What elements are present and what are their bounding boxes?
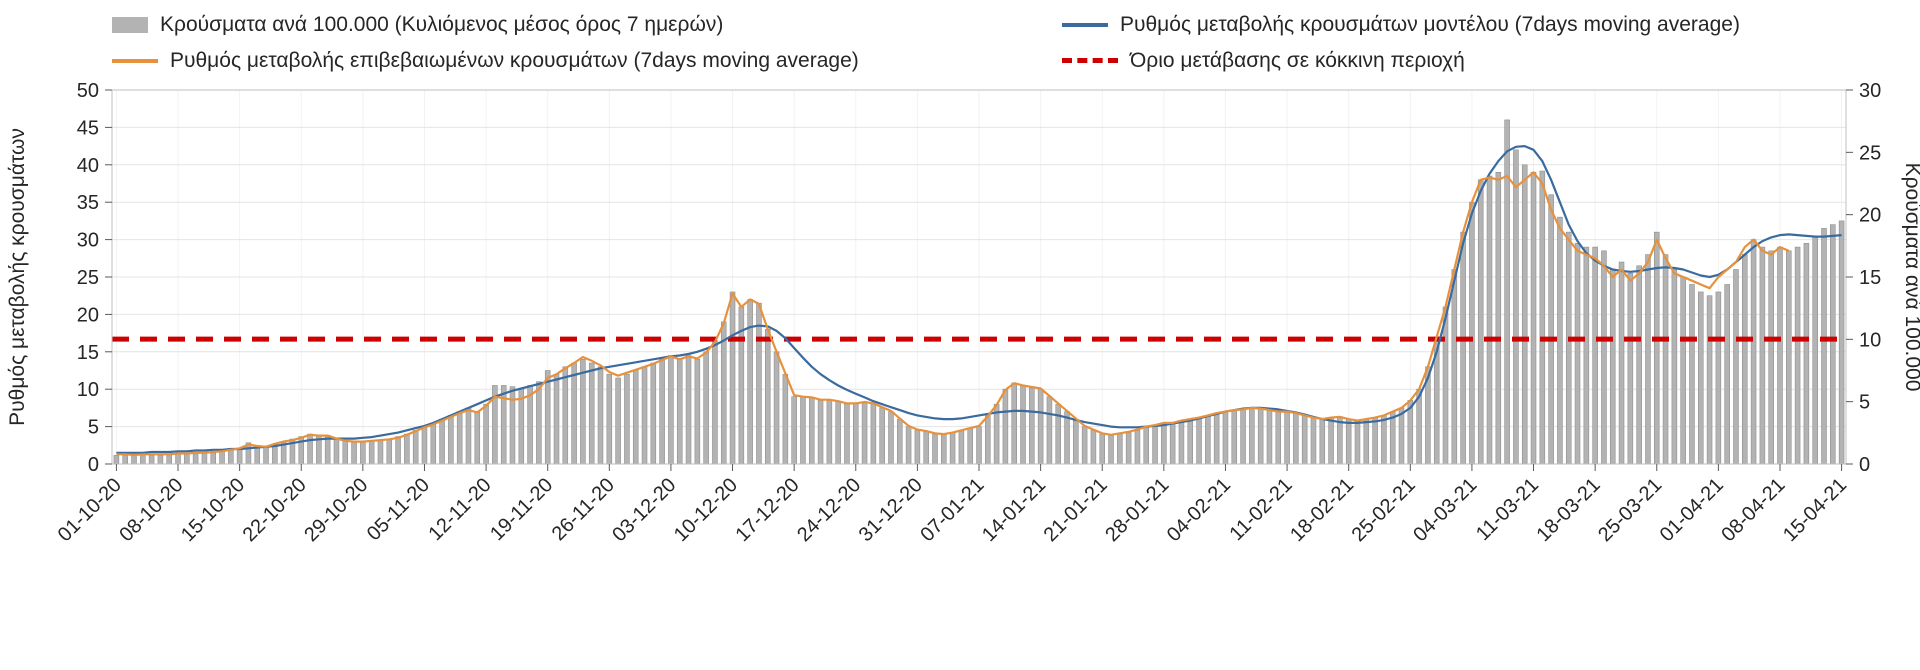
legend-item-model-rate: Ρυθμός μεταβολής κρουσμάτων μοντέλου (7d…	[1062, 14, 1740, 35]
svg-text:40: 40	[77, 155, 99, 177]
svg-text:08-10-20: 08-10-20	[115, 474, 187, 546]
confirmed-line-series	[116, 171, 1790, 457]
svg-text:0: 0	[88, 454, 99, 476]
chart-canvas: 0 5 10 15 20 25 30 35 40 45 50 0 5 10 15 20 25 30 01-10-20…	[6, 80, 1920, 546]
legend-label-model-rate: Ρυθμός μεταβολής κρουσμάτων μοντέλου (7d…	[1120, 13, 1740, 36]
svg-text:04-03-21: 04-03-21	[1409, 474, 1481, 546]
svg-text:21-01-21: 21-01-21	[1040, 474, 1112, 546]
svg-text:11-03-21: 11-03-21	[1472, 474, 1543, 545]
legend-label-cases-per-100k: Κρούσματα ανά 100.000 (Κυλιόμενος μέσος …	[160, 13, 724, 36]
svg-text:26-11-20: 26-11-20	[548, 474, 619, 545]
svg-text:35: 35	[77, 192, 99, 214]
svg-text:10-12-20: 10-12-20	[670, 474, 742, 546]
right-axis-title: Κρούσματα ανά 100.000	[1901, 163, 1920, 392]
svg-text:20: 20	[1859, 205, 1881, 227]
bars-series	[113, 119, 1845, 465]
svg-text:30: 30	[1859, 80, 1881, 102]
svg-text:45: 45	[77, 117, 99, 139]
svg-text:50: 50	[77, 80, 99, 102]
legend-item-cases-per-100k: Κρούσματα ανά 100.000 (Κυλιόμενος μέσος …	[112, 14, 723, 35]
svg-text:11-02-21: 11-02-21	[1225, 474, 1296, 545]
svg-text:25: 25	[1859, 142, 1881, 164]
svg-text:05-11-20: 05-11-20	[363, 474, 434, 545]
svg-text:15-04-21: 15-04-21	[1779, 474, 1851, 546]
svg-text:18-03-21: 18-03-21	[1533, 474, 1605, 546]
svg-text:5: 5	[88, 417, 99, 439]
svg-text:31-12-20: 31-12-20	[855, 474, 927, 546]
svg-text:30: 30	[77, 230, 99, 252]
red-dashed-swatch-icon	[1062, 58, 1118, 63]
svg-text:18-02-21: 18-02-21	[1286, 474, 1358, 546]
svg-text:19-11-20: 19-11-20	[486, 474, 557, 545]
svg-text:24-12-20: 24-12-20	[793, 474, 865, 546]
svg-text:20: 20	[77, 304, 99, 326]
svg-text:15: 15	[77, 342, 99, 364]
svg-text:22-10-20: 22-10-20	[239, 474, 311, 546]
bar-series-swatch-icon	[112, 16, 148, 33]
svg-text:5: 5	[1859, 392, 1870, 414]
svg-text:01-04-21: 01-04-21	[1656, 474, 1728, 546]
svg-text:10: 10	[77, 379, 99, 401]
orange-line-swatch-icon	[112, 58, 158, 63]
svg-text:0: 0	[1859, 454, 1870, 476]
y-axis-right: 0 5 10 15 20 25 30	[1846, 80, 1881, 476]
svg-text:03-12-20: 03-12-20	[608, 474, 680, 546]
legend-item-red-zone-threshold: Όριο μετάβασης σε κόκκινη περιοχή	[1062, 50, 1465, 71]
y-axis-left: 0 5 10 15 20 25 30 35 40 45 50	[77, 80, 112, 476]
svg-text:04-02-21: 04-02-21	[1163, 474, 1235, 546]
left-axis-title: Ρυθμός μεταβολής κρουσμάτων	[6, 128, 29, 426]
svg-text:25-02-21: 25-02-21	[1348, 474, 1420, 546]
svg-text:25: 25	[77, 267, 99, 289]
svg-text:29-10-20: 29-10-20	[300, 474, 372, 546]
legend-item-confirmed-rate: Ρυθμός μεταβολής επιβεβαιωμένων κρουσμάτ…	[112, 50, 859, 71]
svg-text:28-01-21: 28-01-21	[1101, 474, 1173, 546]
svg-text:10: 10	[1859, 329, 1881, 351]
legend-label-red-zone-threshold: Όριο μετάβασης σε κόκκινη περιοχή	[1130, 49, 1465, 72]
svg-text:15-10-20: 15-10-20	[177, 474, 249, 546]
x-axis: 01-10-2008-10-2015-10-2022-10-2029-10-20…	[54, 464, 1851, 546]
legend-label-confirmed-rate: Ρυθμός μεταβολής επιβεβαιωμένων κρουσμάτ…	[170, 49, 859, 72]
svg-text:08-04-21: 08-04-21	[1717, 474, 1789, 546]
svg-text:15: 15	[1859, 267, 1881, 289]
blue-line-swatch-icon	[1062, 22, 1108, 27]
model-line-series	[116, 145, 1842, 454]
svg-text:01-10-20: 01-10-20	[54, 474, 126, 546]
svg-text:25-03-21: 25-03-21	[1594, 474, 1666, 546]
svg-text:12-11-20: 12-11-20	[425, 474, 496, 545]
svg-text:17-12-20: 17-12-20	[732, 474, 804, 546]
svg-text:14-01-21: 14-01-21	[978, 474, 1050, 546]
svg-text:07-01-21: 07-01-21	[916, 474, 988, 546]
